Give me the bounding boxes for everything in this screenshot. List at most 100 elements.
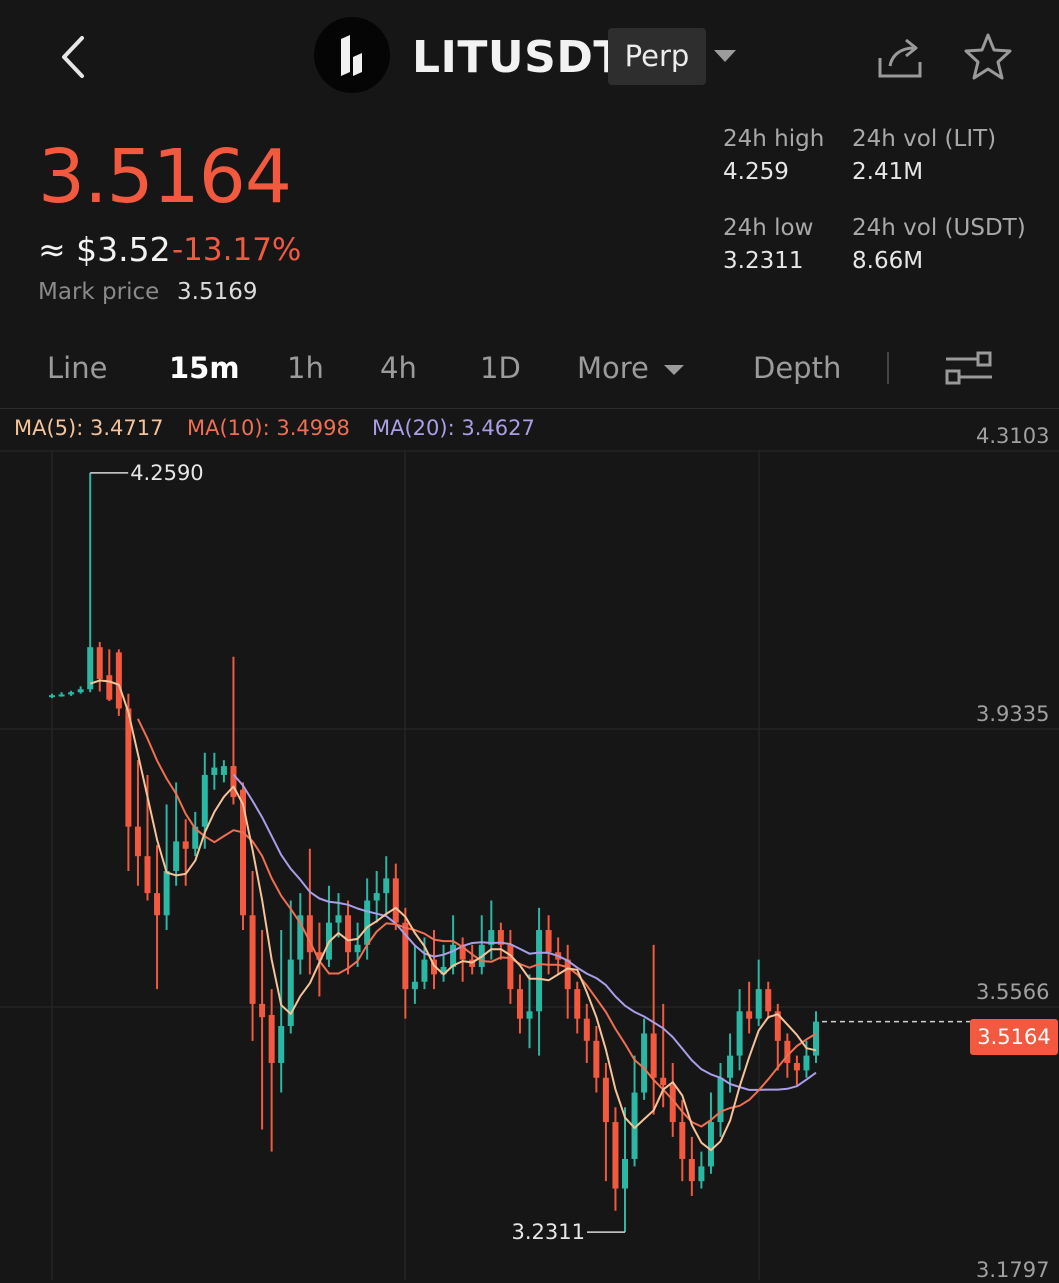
favorite-star-icon[interactable]: [962, 32, 1014, 82]
candle-body: [774, 1011, 781, 1041]
candle-body: [736, 1011, 743, 1056]
candle-body: [154, 893, 161, 916]
candle-body: [793, 1062, 800, 1071]
more-caret-icon: [664, 365, 685, 375]
symbol-title[interactable]: LITUSDT: [412, 32, 624, 83]
candle-body: [660, 1077, 667, 1086]
candle-body: [402, 922, 409, 990]
high-24h-value: 4.259: [723, 159, 789, 185]
lighter-logo-icon: [314, 17, 390, 93]
low-marker-label: 3.2311: [512, 1220, 585, 1244]
candle-body: [249, 915, 256, 1004]
price-change-percent: -13.17%: [172, 232, 302, 268]
candle-body: [583, 1018, 590, 1041]
candle-body: [278, 1026, 285, 1063]
candle-body: [96, 647, 103, 679]
ma10-line: [137, 718, 817, 1128]
candle-body: [144, 856, 151, 894]
candle-body: [516, 989, 523, 1019]
high-marker-label: 4.2590: [130, 461, 203, 485]
candle-body: [364, 900, 371, 945]
candle-body: [497, 930, 504, 945]
ma5-legend: MA(5): 3.4717: [14, 416, 164, 440]
symbol-dropdown-icon[interactable]: [714, 50, 736, 62]
candle-body: [717, 1077, 724, 1123]
candle-body: [545, 930, 552, 953]
y-axis-label-4: 3.1797: [976, 1258, 1050, 1282]
ma20-legend: MA(20): 3.4627: [372, 416, 535, 440]
candle-body: [641, 1033, 648, 1093]
candle-body: [727, 1055, 734, 1078]
tab-1h[interactable]: 1h: [287, 351, 324, 385]
candle-body: [259, 1003, 266, 1018]
top-bar: LITUSDT Perp: [0, 0, 1059, 115]
current-price-tag: 3.5164: [970, 1019, 1058, 1055]
candle-body: [182, 841, 189, 849]
candle-body: [211, 767, 218, 775]
candle-body: [411, 981, 418, 990]
candle-body: [746, 1011, 753, 1019]
candle-body: [507, 944, 514, 990]
candle-body: [373, 893, 380, 901]
candle-body: [306, 915, 313, 953]
candle-body: [450, 944, 457, 967]
tab-divider: [887, 352, 889, 384]
candle-body: [612, 1122, 619, 1189]
candle-body: [297, 915, 304, 960]
high-24h-label: 24h high: [723, 126, 825, 152]
tab-more[interactable]: More: [577, 340, 685, 396]
tab-depth[interactable]: Depth: [753, 351, 842, 385]
candle-body: [335, 915, 342, 923]
candle-body: [173, 841, 180, 871]
vol-lit-value: 2.41M: [852, 159, 924, 185]
candle-body: [354, 944, 361, 953]
candle-body: [287, 959, 294, 1027]
candle-body: [440, 966, 447, 975]
candle-body: [650, 1033, 657, 1078]
chart-settings-icon[interactable]: [944, 350, 994, 386]
y-axis-label-1: 4.3103: [976, 424, 1050, 448]
candle-body: [602, 1077, 609, 1123]
candle-body: [431, 959, 437, 975]
vol-usdt-value: 8.66M: [852, 248, 924, 274]
candle-body: [698, 1166, 705, 1182]
candle-body: [803, 1055, 810, 1071]
tab-15m[interactable]: 15m: [169, 351, 240, 385]
candle-body: [268, 1014, 275, 1063]
candle-body: [58, 694, 65, 697]
candle-body: [593, 1040, 600, 1078]
tab-1d[interactable]: 1D: [480, 351, 521, 385]
low-24h-label: 24h low: [723, 215, 814, 241]
candle-body: [115, 652, 122, 709]
last-price: 3.5164: [38, 134, 292, 220]
contract-type-badge[interactable]: Perp: [608, 28, 706, 85]
ma10-legend: MA(10): 3.4998: [187, 416, 350, 440]
candle-body: [564, 959, 571, 990]
candle-body: [392, 878, 399, 923]
ma20-line: [232, 773, 817, 1091]
ma5-line: [89, 679, 817, 1152]
candle-body: [240, 789, 246, 916]
candle-body: [106, 675, 113, 700]
candle-body: [631, 1092, 638, 1159]
candle-body: [134, 826, 141, 857]
candle-body: [163, 870, 170, 916]
chart-top-divider: [0, 408, 1059, 409]
back-arrow-icon[interactable]: [52, 30, 96, 84]
share-icon[interactable]: [876, 32, 924, 80]
candle-body: [421, 959, 428, 982]
candle-body: [77, 689, 84, 693]
candle-body: [459, 944, 466, 960]
low-24h-value: 3.2311: [723, 248, 804, 274]
tab-line[interactable]: Line: [47, 351, 108, 385]
candle-body: [669, 1085, 676, 1123]
candlestick-chart[interactable]: 4.2590 3.2311: [0, 409, 1059, 1280]
vol-usdt-label: 24h vol (USDT): [852, 215, 1026, 241]
candle-body: [87, 647, 94, 690]
tab-4h[interactable]: 4h: [380, 351, 417, 385]
mark-price-label: Mark price: [38, 279, 160, 305]
candle-body: [68, 692, 75, 695]
vol-lit-label: 24h vol (LIT): [852, 126, 997, 152]
candle-body: [688, 1158, 695, 1182]
usd-approx-price: ≈ $3.52: [38, 230, 171, 269]
